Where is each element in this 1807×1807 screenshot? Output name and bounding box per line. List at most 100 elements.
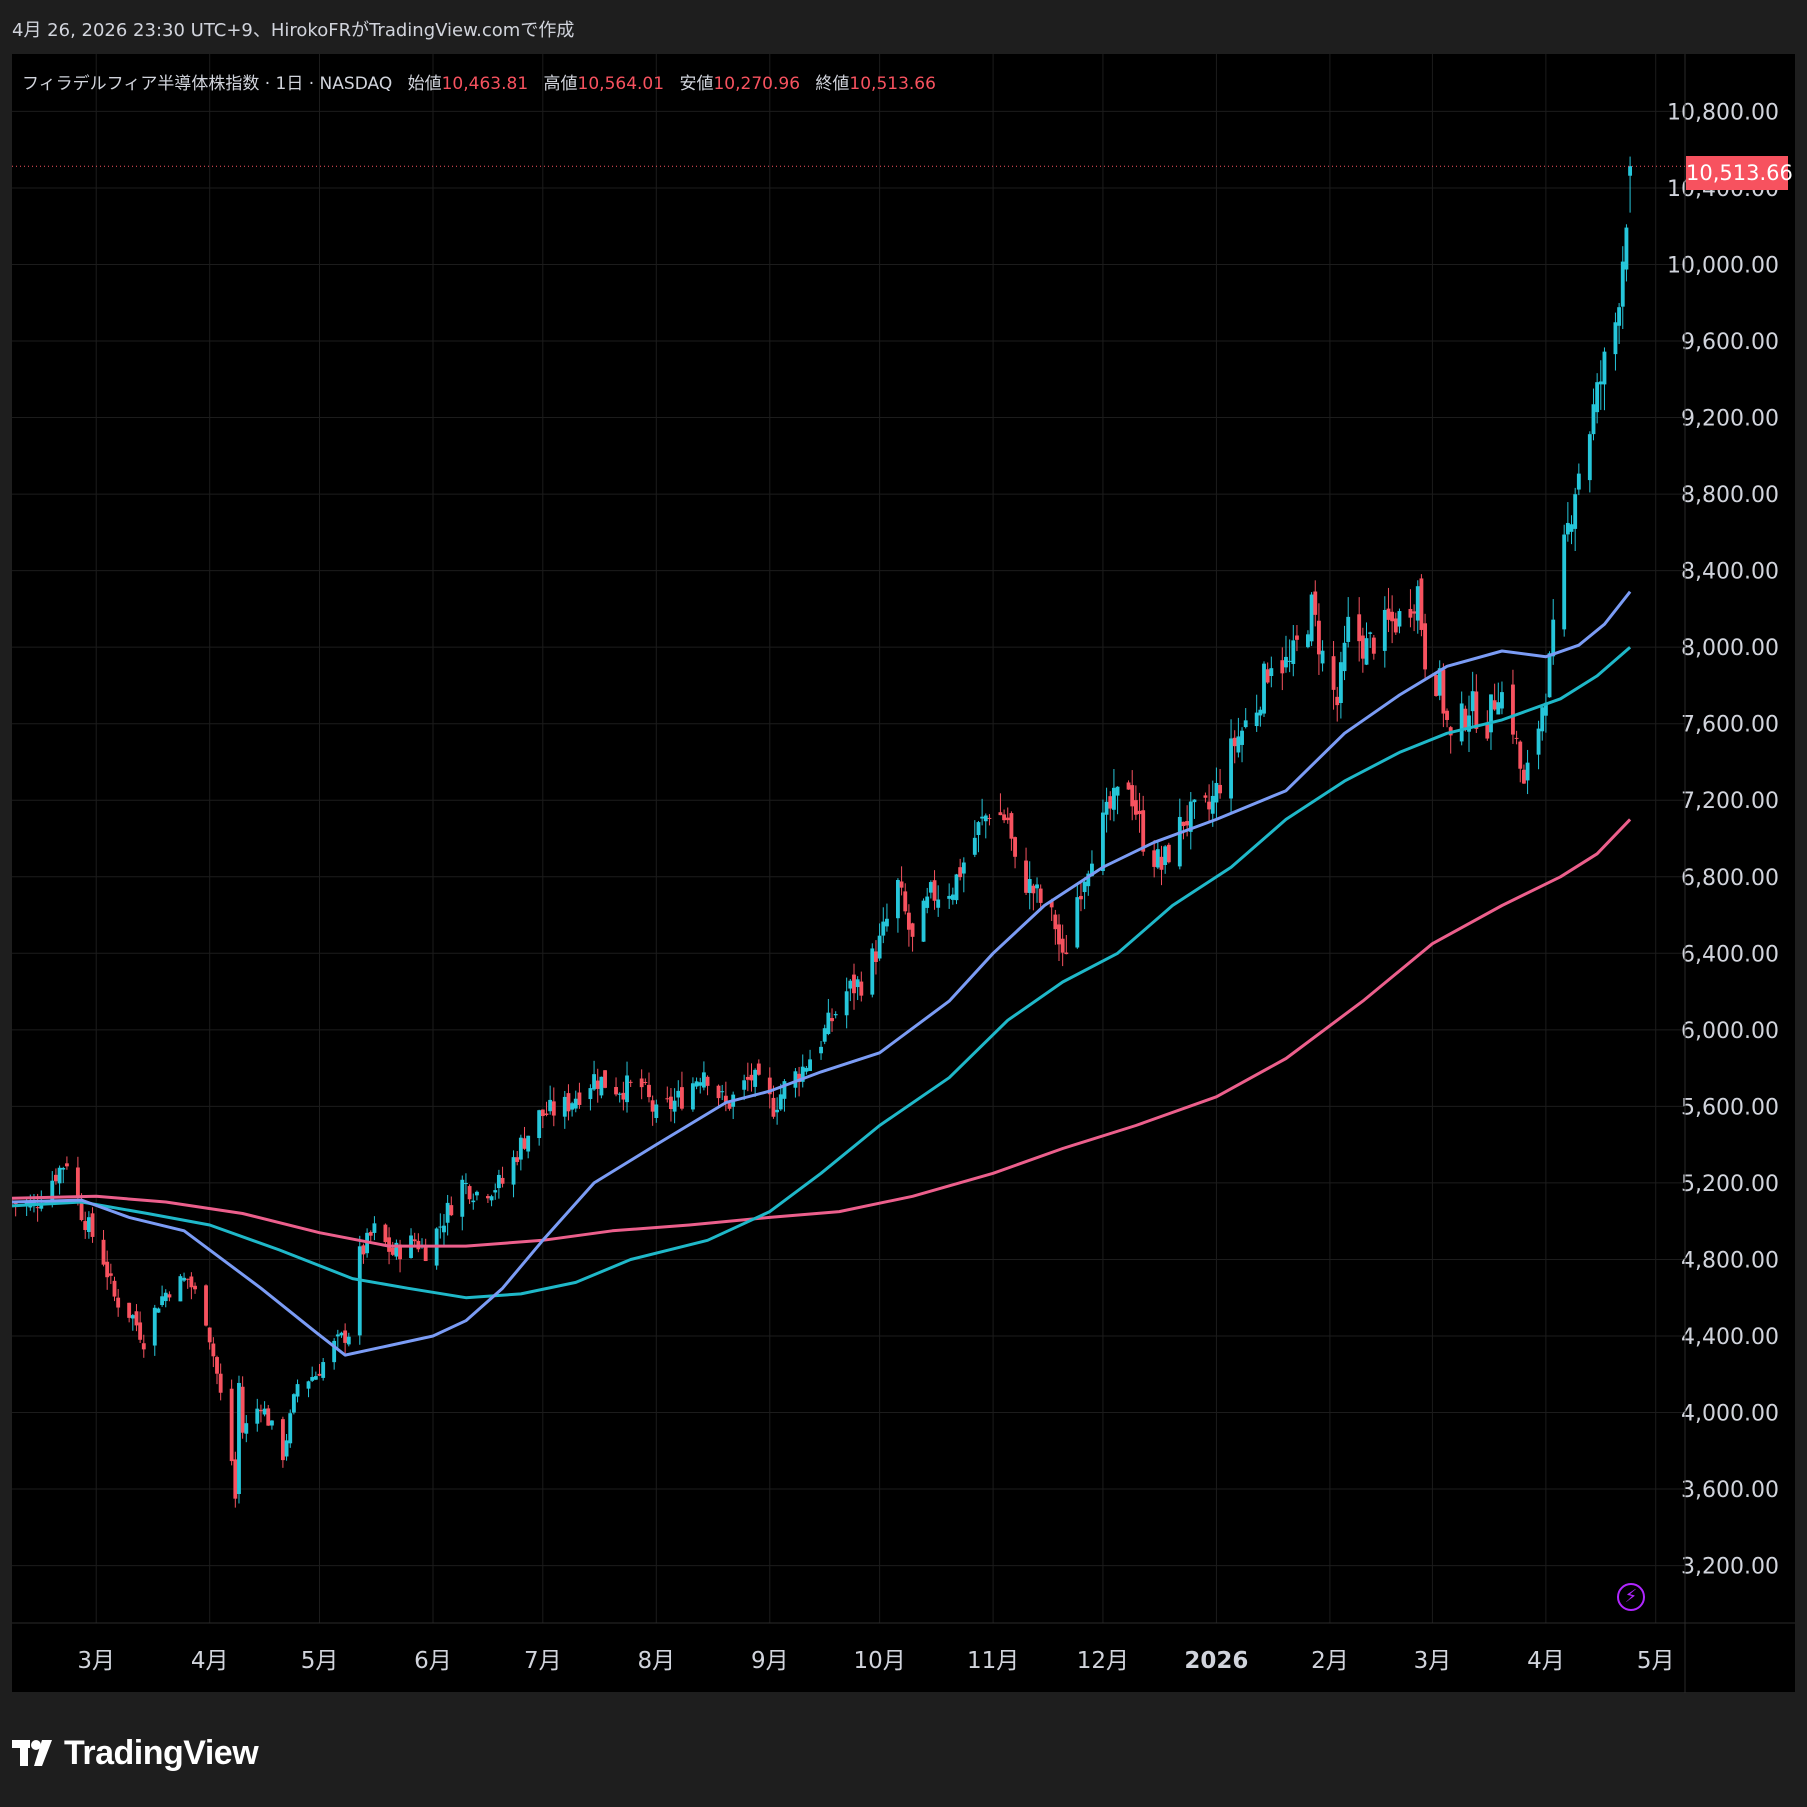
candle	[698, 1077, 703, 1094]
candle	[925, 887, 930, 914]
candle-body	[921, 900, 926, 942]
candle-body	[229, 1388, 234, 1462]
candle-body	[1218, 784, 1222, 794]
candle-body	[895, 879, 900, 919]
candle	[485, 1193, 490, 1204]
candle-body	[1492, 700, 1497, 710]
candle-body	[647, 1084, 651, 1098]
candle-body	[1562, 534, 1567, 630]
candle-body	[178, 1276, 183, 1302]
candle-body	[1470, 691, 1475, 712]
candle	[921, 898, 926, 942]
candle-body	[804, 1067, 809, 1072]
candle-body	[237, 1382, 241, 1494]
candle	[240, 1376, 245, 1439]
candle-body	[544, 1113, 549, 1116]
candle	[573, 1090, 578, 1113]
candle-body	[1258, 709, 1263, 716]
x-tick-label: 6月	[414, 1648, 452, 1674]
candle-body	[193, 1285, 197, 1290]
candle-body	[1518, 741, 1523, 769]
candle	[163, 1289, 168, 1308]
candle	[1309, 592, 1314, 646]
candle-body	[723, 1095, 728, 1103]
candle-body	[475, 1191, 479, 1196]
candle	[1342, 625, 1347, 681]
candle	[885, 903, 889, 932]
candle	[1079, 881, 1083, 912]
chart-frame[interactable]	[12, 54, 1795, 1692]
candle-body	[1397, 611, 1402, 627]
candle-body	[1357, 614, 1362, 642]
candle-body	[1079, 895, 1083, 900]
candle-body	[390, 1247, 395, 1255]
candle	[515, 1150, 520, 1166]
x-tick-label: 3月	[77, 1648, 115, 1674]
candle	[628, 1079, 633, 1088]
candle-body	[980, 816, 985, 819]
candle	[775, 1097, 780, 1125]
x-tick-label: 4月	[191, 1648, 229, 1674]
candle-body	[288, 1413, 293, 1444]
candle	[1155, 842, 1160, 870]
candle-body	[705, 1076, 710, 1086]
candle	[1382, 596, 1387, 668]
candle-body	[1415, 586, 1420, 621]
candle-body	[1617, 307, 1622, 326]
candle-body	[189, 1276, 194, 1288]
candle	[522, 1126, 527, 1150]
candle-body	[1031, 885, 1036, 894]
candle	[152, 1304, 157, 1356]
candle	[1035, 877, 1039, 903]
candle-body	[701, 1072, 706, 1088]
candle-body	[617, 1093, 622, 1095]
candle-body	[1364, 638, 1369, 665]
candle	[844, 977, 849, 1029]
candle	[544, 1101, 549, 1117]
candle	[189, 1272, 194, 1300]
candle	[1448, 725, 1453, 754]
candle	[138, 1311, 143, 1343]
candle	[1613, 312, 1618, 371]
candle	[185, 1278, 190, 1289]
y-tick-label: 4,000.00	[1681, 1402, 1779, 1427]
candle-body	[1474, 691, 1479, 729]
candle-body	[954, 874, 959, 901]
candle	[731, 1091, 736, 1120]
candle	[1163, 845, 1168, 874]
candle-body	[204, 1285, 208, 1326]
candle	[357, 1235, 362, 1345]
candle	[207, 1327, 212, 1350]
candle-body	[793, 1071, 798, 1088]
last-price-tag: 10,513.66	[1686, 156, 1793, 190]
candle-body	[1371, 637, 1376, 654]
candle	[680, 1071, 684, 1111]
lightning-icon[interactable]: ⚡	[1617, 1583, 1645, 1611]
candle	[1075, 884, 1080, 949]
candle-body	[1130, 785, 1135, 807]
candle-body	[1459, 703, 1464, 742]
candle-body	[1280, 660, 1285, 674]
y-tick-label: 7,200.00	[1681, 789, 1779, 814]
candle	[1005, 807, 1010, 824]
ma-mid-line	[12, 646, 1632, 1300]
candle-body	[800, 1066, 805, 1082]
candle	[562, 1091, 567, 1129]
candle-body	[573, 1098, 578, 1109]
candle-body	[1565, 522, 1570, 535]
candle	[1057, 914, 1061, 962]
candle	[229, 1379, 234, 1466]
candle-body	[936, 899, 941, 908]
open-label: 始値	[407, 74, 442, 94]
candle	[742, 1074, 747, 1101]
candle	[570, 1101, 575, 1117]
candle	[215, 1355, 219, 1385]
candle	[313, 1371, 318, 1381]
candle	[551, 1087, 556, 1127]
candle	[1419, 574, 1424, 637]
candle	[881, 907, 886, 944]
y-tick-label: 9,600.00	[1681, 330, 1779, 355]
candle	[899, 866, 904, 896]
candle-body	[1287, 660, 1292, 662]
